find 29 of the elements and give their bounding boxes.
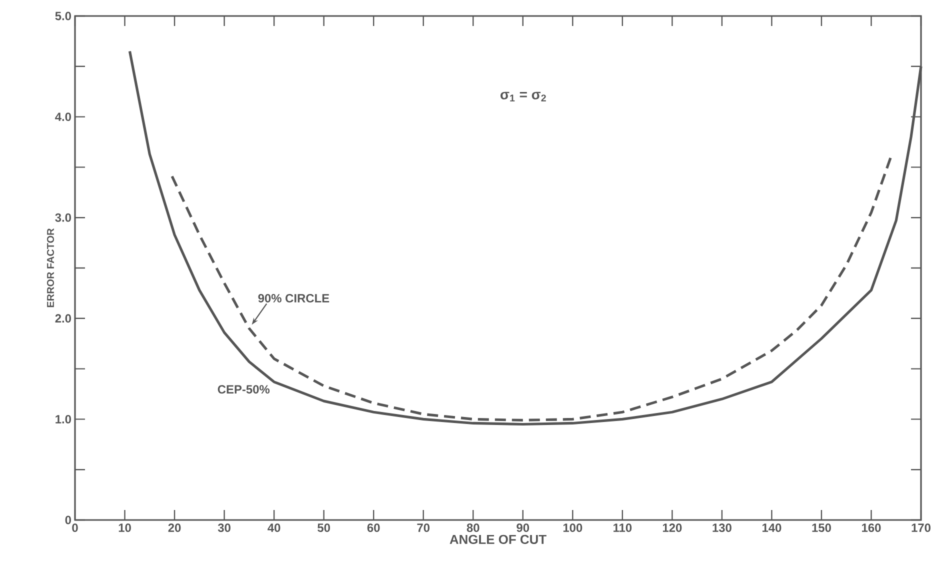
x-tick-label: 100 (563, 524, 582, 532)
series-label: 90% CIRCLE (258, 294, 330, 302)
x-tick-label: 130 (712, 524, 732, 532)
y-tick-label: 4.0 (55, 112, 71, 122)
x-tick-label: 50 (318, 524, 330, 532)
x-tick-label: 70 (417, 524, 430, 532)
y-tick-label: 2.0 (55, 314, 71, 323)
x-tick-label: 170 (912, 524, 930, 532)
x-tick-label: 20 (168, 524, 181, 532)
x-axis-title: ANGLE OF CUT (450, 534, 546, 544)
x-tick-label: 140 (762, 524, 782, 532)
x-tick-label: 160 (862, 524, 881, 532)
y-tick-label: 3.0 (55, 213, 71, 222)
x-tick-label: 120 (662, 524, 682, 532)
y-tick-label: 5.0 (55, 12, 71, 20)
x-tick-label: 80 (466, 524, 480, 532)
y-tick-label: 0 (65, 516, 71, 524)
x-tick-label: 40 (268, 524, 280, 532)
series-label: CEP-50% (218, 385, 270, 394)
x-tick-label: 90 (516, 524, 530, 532)
x-tick-label: 0 (72, 524, 78, 532)
x-tick-label: 10 (118, 524, 131, 532)
annotation: σ$_{1}$ = σ$_{2}$ (500, 92, 546, 102)
y-axis-title: ERROR FACTOR (46, 228, 54, 308)
x-tick-label: 60 (367, 524, 380, 532)
x-tick-label: 110 (614, 524, 632, 532)
x-tick-label: 150 (812, 524, 831, 532)
y-tick-label: 1.0 (56, 414, 71, 424)
x-tick-label: 30 (218, 524, 230, 532)
